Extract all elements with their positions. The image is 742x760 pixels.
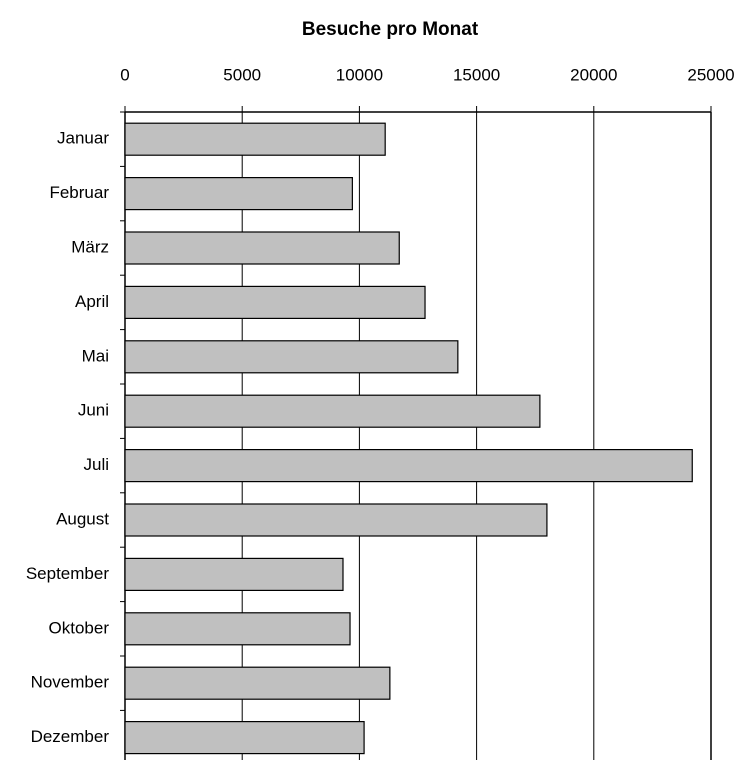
y-tick-label: August — [56, 509, 109, 528]
y-tick-label: September — [26, 564, 109, 583]
bar — [124, 122, 386, 156]
y-tick-label: Juli — [83, 455, 109, 474]
y-tick-label: Mai — [82, 346, 109, 365]
bar — [124, 557, 344, 592]
x-tick-label: 15000 — [453, 65, 500, 84]
y-tick-label: Dezember — [31, 727, 110, 746]
y-tick-label: März — [71, 237, 109, 256]
bar — [124, 177, 353, 211]
x-tick-label: 5000 — [223, 65, 261, 84]
x-tick-label: 0 — [120, 65, 129, 84]
bar — [124, 666, 391, 700]
y-tick-label: Februar — [49, 183, 109, 202]
bar — [124, 394, 541, 428]
y-tick-label: Oktober — [49, 618, 110, 637]
x-tick-label: 25000 — [687, 65, 734, 84]
y-tick-label: November — [31, 673, 110, 692]
x-tick-label: 10000 — [336, 65, 383, 84]
y-tick-label: Januar — [57, 129, 109, 148]
bar — [124, 612, 351, 646]
y-tick-label: Juni — [78, 401, 109, 420]
bar — [124, 231, 400, 265]
x-tick-label: 20000 — [570, 65, 617, 84]
bar — [124, 720, 365, 755]
chart-title: Besuche pro Monat — [302, 19, 479, 40]
bar — [124, 340, 459, 374]
bar — [124, 503, 548, 537]
bar — [124, 449, 693, 483]
bar — [124, 285, 426, 319]
y-tick-label: April — [75, 292, 109, 311]
